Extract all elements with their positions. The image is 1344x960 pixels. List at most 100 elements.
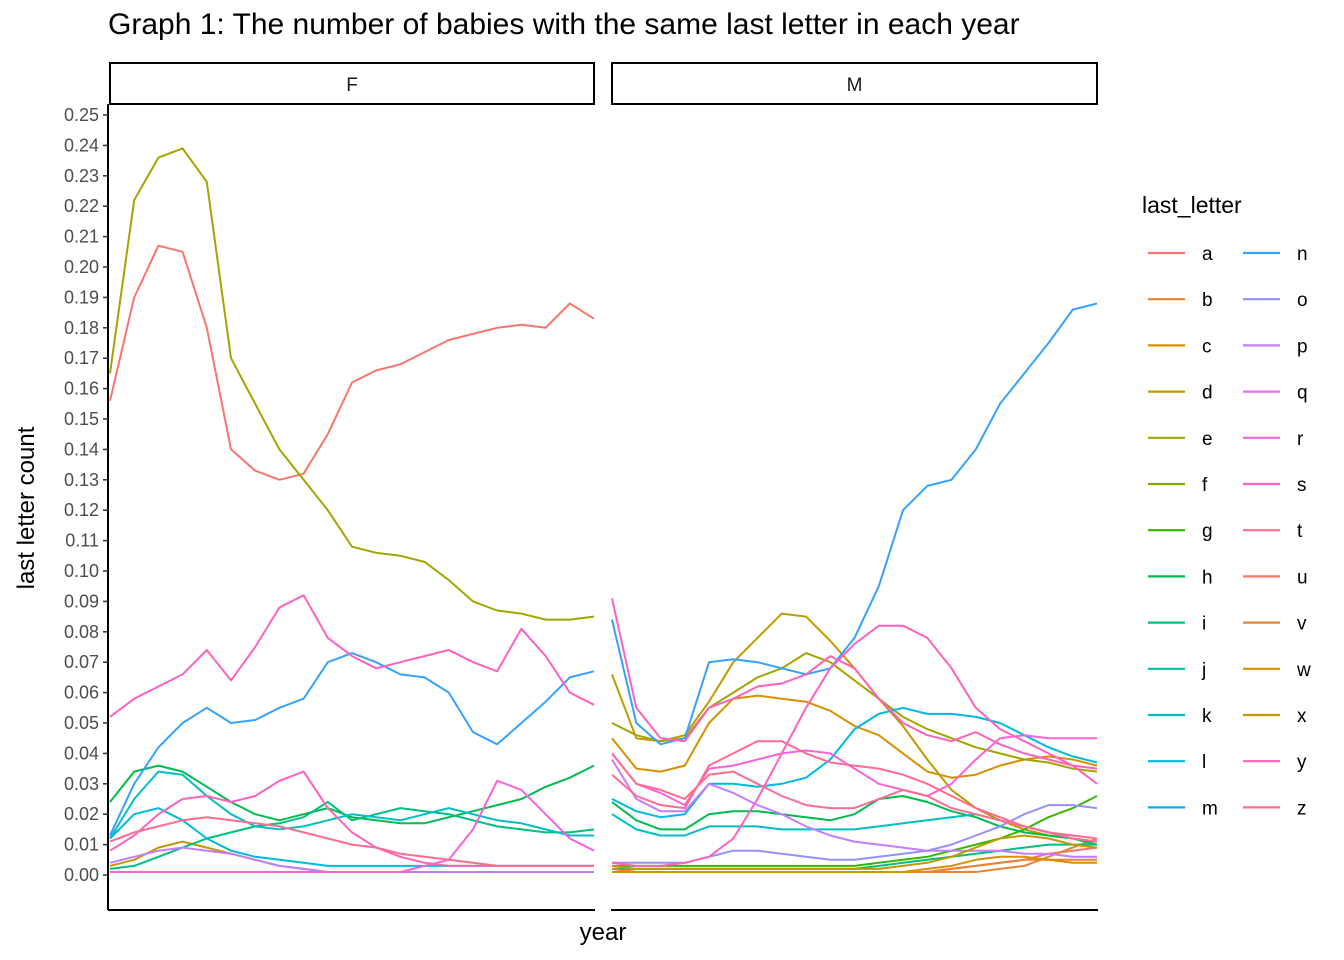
- y-tick-label: 0.14: [64, 439, 99, 459]
- y-tick-label: 0.06: [64, 683, 99, 703]
- legend-item-w: w: [1243, 660, 1311, 681]
- legend-label: l: [1202, 752, 1206, 773]
- y-axis: 0.00 0.01 0.02 0.03 0.04 0.05 0.06 0.07 0.08 0.09…: [64, 104, 109, 910]
- y-tick-label: 0.23: [64, 166, 99, 186]
- y-tick-label: 0.10: [64, 561, 99, 581]
- y-tick-label: 0.13: [64, 470, 99, 490]
- legend-item-z: z: [1243, 798, 1307, 819]
- legend-item-b: b: [1148, 290, 1213, 311]
- legend-item-l: l: [1148, 752, 1206, 773]
- y-tick-label: 0.25: [64, 105, 99, 125]
- legend-item-a: a: [1148, 244, 1213, 265]
- series-line-F-n: [109, 652, 595, 836]
- legend-label: w: [1296, 660, 1311, 681]
- series-line-M-t: [611, 740, 1098, 843]
- series-line-M-z: [611, 752, 1098, 840]
- strip-M: [611, 62, 1098, 105]
- series-line-F-d: [109, 840, 594, 873]
- legend-item-q: q: [1243, 383, 1308, 404]
- legend-label: m: [1202, 798, 1218, 819]
- series-line-M-p: [611, 758, 1097, 858]
- panel-F: F: [108, 62, 595, 911]
- legend-item-h: h: [1148, 567, 1213, 588]
- series-line-M-y: [611, 624, 1098, 867]
- legend-label: q: [1297, 383, 1308, 404]
- series-line-M-g: [612, 795, 1098, 867]
- x-axis-label: year: [580, 919, 627, 946]
- series-line-M-n: [611, 302, 1098, 746]
- y-tick-label: 0.09: [64, 591, 99, 611]
- legend-label: r: [1297, 429, 1304, 450]
- legend-item-n: n: [1243, 244, 1308, 265]
- legend-label: s: [1297, 475, 1307, 496]
- legend-label: y: [1297, 752, 1307, 773]
- legend-title: last_letter: [1142, 192, 1242, 218]
- y-tick-label: 0.05: [64, 713, 99, 733]
- series-line-M-s: [611, 598, 1098, 770]
- y-tick-label: 0.11: [65, 531, 99, 551]
- series-line-F-k: [109, 770, 594, 840]
- legend-label: x: [1297, 706, 1307, 727]
- legend-label: n: [1297, 244, 1308, 265]
- legend-item-r: r: [1243, 429, 1304, 450]
- legend-label: o: [1297, 290, 1308, 311]
- strip-label: F: [346, 75, 358, 96]
- y-tick-label: 0.07: [64, 652, 99, 672]
- series-line-F-t: [109, 816, 594, 867]
- series-line-M-b: [612, 837, 1098, 873]
- legend-item-o: o: [1243, 290, 1308, 311]
- y-tick-label: 0.17: [64, 348, 99, 368]
- legend-label: j: [1201, 660, 1206, 681]
- legend-label: g: [1202, 521, 1213, 542]
- series-line-F-a: [109, 244, 595, 481]
- y-tick-label: 0.16: [64, 379, 99, 399]
- legend-item-f: f: [1148, 475, 1208, 496]
- y-tick-label: 0.24: [64, 135, 99, 155]
- series-line-F-s: [109, 770, 594, 867]
- y-axis-label: last letter count: [13, 426, 40, 589]
- legend-item-k: k: [1148, 706, 1212, 727]
- y-tick-label: 0.00: [64, 865, 99, 885]
- series-line-M-x: [611, 834, 1098, 870]
- legend-label: k: [1202, 706, 1212, 727]
- series-line-M-r: [611, 734, 1097, 807]
- legend-item-y: y: [1243, 752, 1307, 773]
- legend-item-u: u: [1243, 567, 1308, 588]
- legend-label: v: [1297, 614, 1307, 635]
- legend-item-t: t: [1243, 521, 1303, 542]
- legend-label: f: [1202, 475, 1208, 496]
- legend-item-e: e: [1148, 429, 1213, 450]
- series-line-F-h: [109, 764, 595, 825]
- series-line-M-e: [611, 652, 1098, 773]
- strip-label: M: [847, 75, 863, 96]
- legend-item-p: p: [1243, 336, 1308, 357]
- legend-item-s: s: [1243, 475, 1307, 496]
- chart-title: Graph 1: The number of babies with the s…: [108, 8, 1020, 41]
- series-line-F-e: [109, 147, 595, 621]
- legend-label: u: [1297, 567, 1308, 588]
- strip-F: [109, 62, 595, 105]
- legend-label: c: [1202, 336, 1212, 357]
- series-line-M-l: [611, 706, 1098, 819]
- legend-label: d: [1202, 383, 1213, 404]
- legend-item-x: x: [1243, 706, 1307, 727]
- y-tick-label: 0.03: [64, 774, 99, 794]
- y-tick-label: 0.19: [64, 287, 99, 307]
- legend-item-v: v: [1243, 614, 1307, 635]
- legend-item-j: j: [1148, 660, 1206, 681]
- legend-item-c: c: [1148, 336, 1212, 357]
- y-tick-label: 0.20: [64, 257, 99, 277]
- y-tick-label: 0.22: [64, 196, 99, 216]
- series-line-F-i: [109, 801, 595, 870]
- panel-M: M: [611, 62, 1098, 911]
- y-tick-label: 0.15: [64, 409, 99, 429]
- legend-label: e: [1202, 429, 1213, 450]
- legend-label: a: [1202, 244, 1213, 265]
- legend-label: p: [1297, 336, 1308, 357]
- legend-item-d: d: [1148, 383, 1213, 404]
- legend-label: t: [1297, 521, 1303, 542]
